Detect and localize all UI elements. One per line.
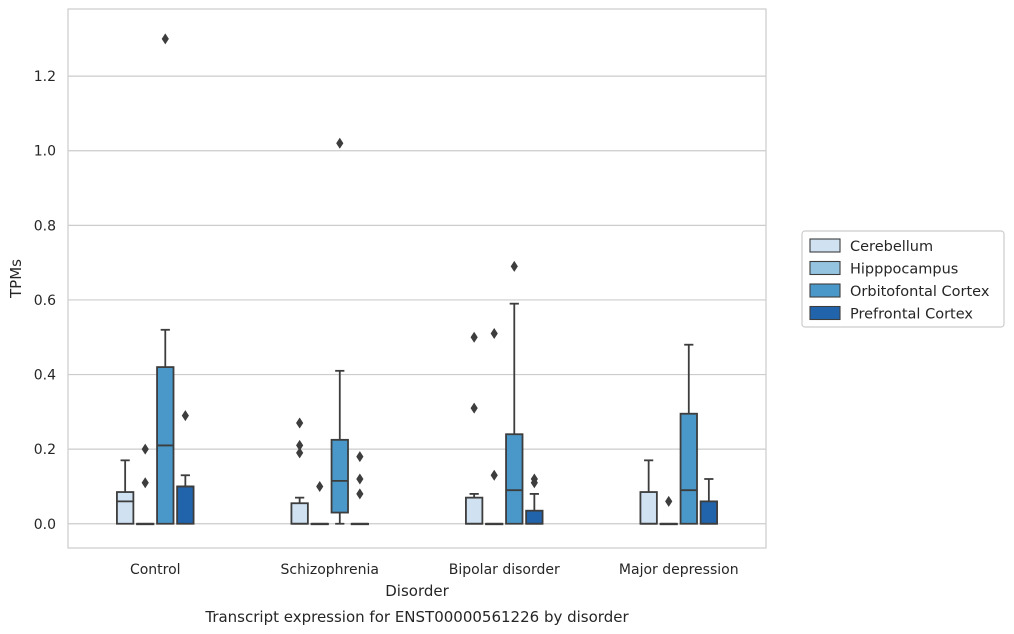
box-body <box>639 491 658 525</box>
box-prefrontal-cortex <box>176 410 195 525</box>
outlier-point <box>296 417 304 429</box>
legend: Cerebellum Hipppocampus Orbitofontal Corte… <box>801 230 1005 328</box>
box-hipppocampus <box>310 480 329 526</box>
y-axis-label: TPMs <box>7 259 25 299</box>
outlier-point <box>356 488 364 500</box>
outlier-point <box>490 469 498 481</box>
outlier-point <box>356 473 364 485</box>
outlier-point <box>490 328 498 340</box>
box-hipppocampus <box>136 443 155 526</box>
legend-swatch <box>809 305 841 321</box>
x-axis-label: Disorder <box>385 582 449 600</box>
y-axis-ticks: 0.0 0.2 0.4 0.6 0.8 1.0 1.2 <box>34 69 56 533</box>
box-body <box>679 412 698 525</box>
outlier-point <box>161 33 169 45</box>
x-axis-ticks: Control Schizophrenia Bipolar disorder Majo… <box>130 562 739 578</box>
legend-label: Prefrontal Cortex <box>850 307 973 323</box>
box-cerebellum <box>116 459 135 525</box>
box-orbitofontal-cortex <box>505 260 524 525</box>
box-prefrontal-cortex <box>350 451 369 526</box>
outlier-point <box>141 477 149 489</box>
legend-label: Orbitofontal Cortex <box>850 284 990 300</box>
x-tick-label: Major depression <box>619 562 739 578</box>
legend-swatch <box>809 283 841 298</box>
outlier-point <box>470 402 478 414</box>
box-body <box>465 496 484 525</box>
outlier-point <box>141 443 149 455</box>
y-tick-label: 0.6 <box>34 293 56 309</box>
outlier-point <box>181 410 189 422</box>
box-body <box>699 500 718 525</box>
box-body <box>505 433 524 525</box>
boxes <box>116 33 718 526</box>
box-body <box>116 491 135 525</box>
box-prefrontal-cortex <box>525 473 544 525</box>
outlier-point <box>665 495 673 507</box>
y-tick-label: 0.4 <box>34 368 56 384</box>
box-body <box>525 509 544 525</box>
legend-frame <box>801 230 1005 328</box>
box-cerebellum <box>639 459 658 525</box>
box-body <box>176 485 195 525</box>
y-tick-label: 0.8 <box>34 218 56 234</box>
legend-swatch <box>809 260 841 276</box>
box-orbitofontal-cortex <box>156 33 175 525</box>
outlier-point <box>296 447 304 459</box>
box-body <box>330 438 349 514</box>
box-prefrontal-cortex <box>699 478 718 525</box>
plot-area-frame <box>67 8 767 549</box>
box-orbitofontal-cortex <box>679 343 698 525</box>
y-tick-label: 1.2 <box>34 69 56 85</box>
legend-label: Cerebellum <box>850 239 933 255</box>
legend-swatch <box>809 238 841 253</box>
outlier-point <box>356 451 364 463</box>
box-body <box>290 502 309 525</box>
box-orbitofontal-cortex <box>330 137 349 525</box>
box-cerebellum <box>290 417 309 525</box>
legend-label: Hipppocampus <box>850 262 958 278</box>
x-tick-label: Control <box>130 562 181 578</box>
gridlines <box>68 75 766 525</box>
outlier-point <box>336 137 344 149</box>
outlier-point <box>296 439 304 451</box>
x-tick-label: Bipolar disorder <box>449 562 560 578</box>
figure-caption: Transcript expression for ENST0000056122… <box>204 608 629 626</box>
box-hipppocampus <box>485 328 504 526</box>
box-cerebellum <box>465 331 484 525</box>
outlier-point <box>530 473 538 485</box>
y-tick-label: 0.2 <box>34 442 56 458</box>
x-tick-label: Schizophrenia <box>281 562 379 578</box>
outlier-point <box>510 260 518 272</box>
outlier-point <box>470 331 478 343</box>
y-tick-label: 1.0 <box>34 144 56 160</box>
y-tick-label: 0.0 <box>34 517 56 533</box>
box-hipppocampus <box>659 495 678 526</box>
outlier-point <box>316 480 324 492</box>
